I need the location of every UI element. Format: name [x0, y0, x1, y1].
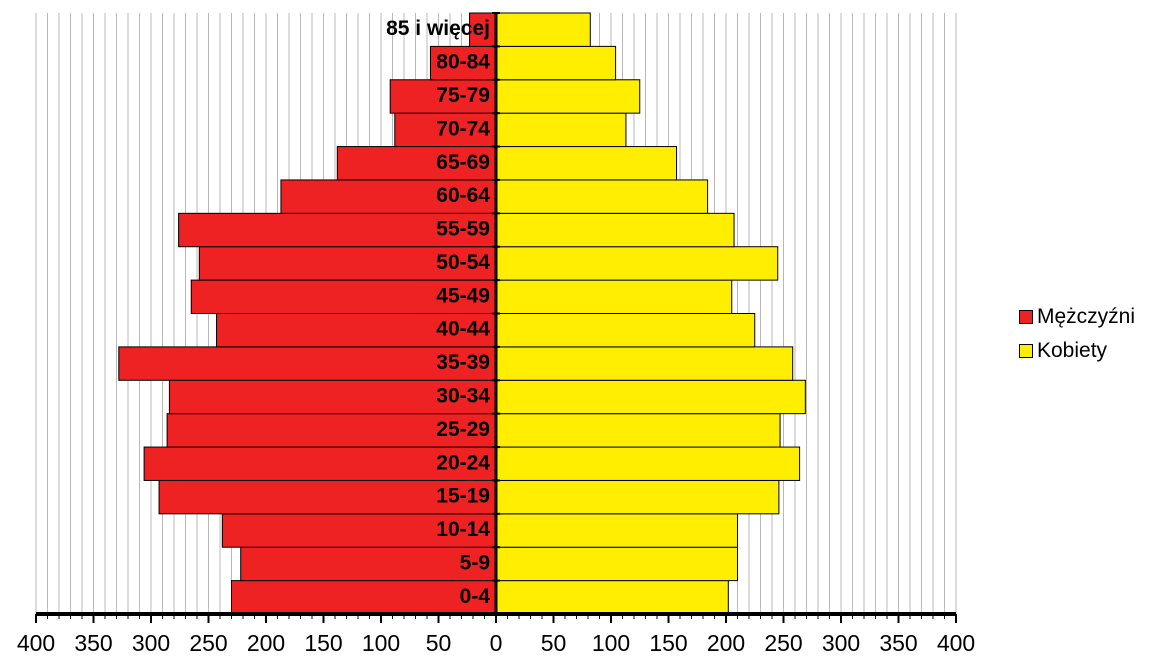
bar-men — [221, 513, 497, 548]
bar-men — [336, 146, 497, 181]
category-label: 35-39 — [436, 351, 490, 374]
legend-label-men: Mężczyźni — [1037, 305, 1136, 328]
category-label: 10-14 — [436, 518, 490, 541]
x-tick-label: 250 — [189, 630, 227, 656]
bar-men — [469, 12, 497, 47]
x-tick-label: 400 — [937, 630, 975, 656]
x-tick-label: 150 — [649, 630, 687, 656]
bar-women — [495, 79, 641, 114]
category-label: 40-44 — [436, 318, 490, 341]
category-label: 5-9 — [460, 551, 490, 574]
legend-swatch-women — [1019, 344, 1033, 358]
bar-women — [495, 112, 627, 148]
x-tick-label: 50 — [426, 630, 452, 656]
bar-women — [495, 513, 738, 548]
category-label: 55-59 — [436, 218, 490, 241]
x-tick-label: 300 — [822, 630, 860, 656]
bars-layer — [118, 12, 806, 615]
bar-men — [168, 379, 497, 415]
bar-men — [143, 446, 497, 481]
bar-men — [178, 212, 497, 248]
category-label: 0-4 — [460, 585, 491, 608]
bar-women — [495, 45, 617, 81]
x-tick-label: 200 — [707, 630, 745, 656]
bar-women — [495, 212, 735, 248]
bar-men — [231, 580, 497, 615]
category-label: 20-24 — [436, 451, 490, 474]
bar-women — [495, 12, 591, 47]
category-label: 65-69 — [436, 151, 490, 174]
labels-layer: 400 350 300 250 200 150 100 50 0 50 100 150 200 250 30… — [17, 17, 975, 656]
category-label: 75-79 — [436, 84, 490, 107]
bar-women — [495, 313, 756, 348]
legend: Mężczyźni Kobiety — [1019, 300, 1135, 368]
bar-women — [495, 580, 729, 615]
x-tick-label: 150 — [304, 630, 342, 656]
category-label: 45-49 — [436, 284, 490, 307]
axes-layer — [35, 12, 957, 623]
bar-women — [495, 413, 781, 448]
category-label: 25-29 — [436, 418, 490, 441]
bar-women — [495, 279, 733, 315]
bar-men — [118, 346, 497, 381]
category-label: 15-19 — [436, 485, 490, 508]
category-label: 50-54 — [436, 251, 490, 274]
bar-women — [495, 346, 794, 381]
bar-women — [495, 379, 806, 415]
legend-swatch-men — [1019, 310, 1033, 324]
x-tick-label: 350 — [74, 630, 112, 656]
category-label: 60-64 — [436, 184, 490, 207]
bar-men — [216, 313, 497, 348]
bar-men — [240, 546, 497, 582]
x-tick-label: 100 — [362, 630, 400, 656]
bar-women — [495, 179, 709, 214]
bar-women — [495, 546, 738, 582]
x-tick-label: 350 — [879, 630, 917, 656]
bar-men — [198, 246, 497, 281]
bar-women — [495, 479, 780, 515]
bar-men — [429, 45, 497, 81]
bar-women — [495, 446, 801, 481]
legend-item-women: Kobiety — [1019, 334, 1135, 368]
category-label: 80-84 — [436, 51, 490, 74]
bar-women — [495, 246, 779, 281]
legend-item-men: Mężczyźni — [1019, 300, 1135, 334]
x-tick-label: 50 — [541, 630, 567, 656]
x-tick-label: 0 — [490, 630, 503, 656]
x-tick-label: 400 — [17, 630, 55, 656]
x-tick-label: 250 — [764, 630, 802, 656]
category-label: 70-74 — [436, 117, 490, 140]
x-tick-label: 200 — [247, 630, 285, 656]
x-tick-label: 300 — [132, 630, 170, 656]
category-label: 30-34 — [436, 385, 490, 408]
category-label: 85 i więcej — [386, 17, 490, 40]
bar-women — [495, 146, 678, 181]
x-tick-label: 100 — [592, 630, 630, 656]
legend-label-women: Kobiety — [1037, 339, 1108, 362]
